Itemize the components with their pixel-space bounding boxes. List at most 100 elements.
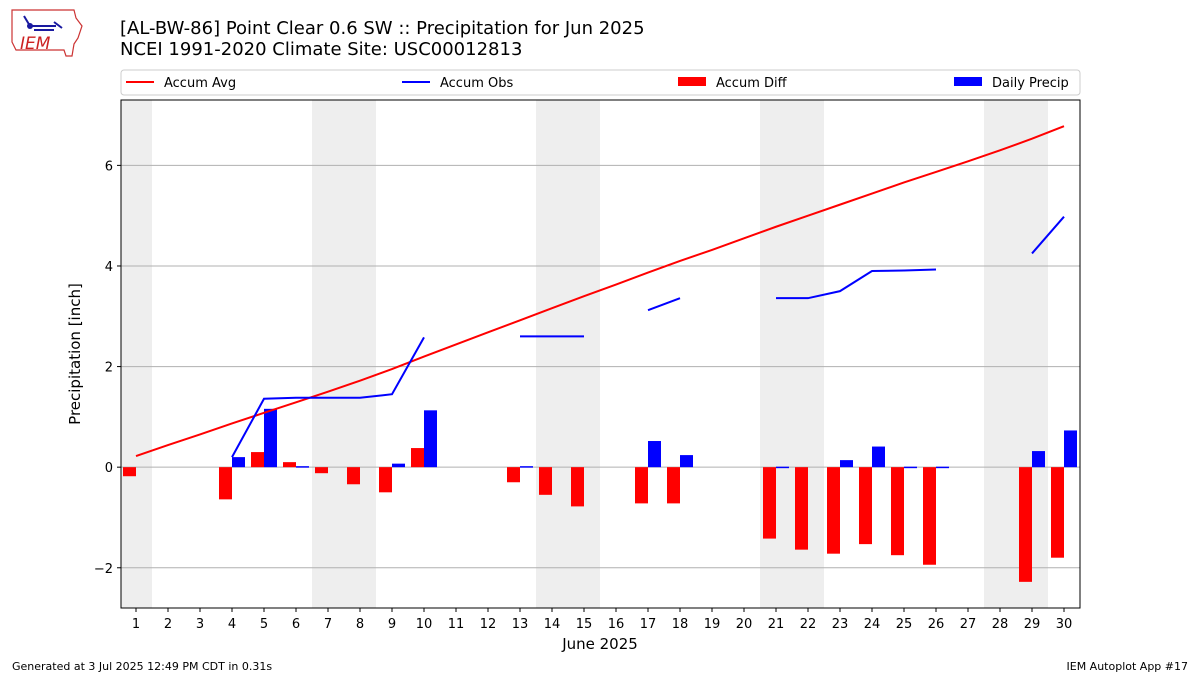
accum-diff-bar — [379, 467, 392, 493]
x-tick-label: 12 — [480, 617, 497, 632]
accum-diff-bar — [507, 467, 520, 483]
x-tick-label: 6 — [292, 617, 300, 632]
accum-diff-bar — [123, 467, 136, 477]
accum-obs-line — [647, 297, 681, 312]
accum-diff-bar — [219, 467, 232, 500]
accum-diff-bar — [1019, 467, 1032, 582]
plot-frame — [120, 99, 1081, 609]
daily-precip-bar — [840, 460, 853, 468]
daily-precip-bar — [936, 466, 949, 469]
weekend-shade — [344, 100, 376, 608]
daily-precip-bar — [872, 446, 885, 468]
x-tick-label: 3 — [196, 617, 204, 632]
daily-precip-bar — [776, 466, 789, 469]
daily-precip-bar — [680, 455, 693, 468]
weather-station-icon — [23, 15, 63, 31]
legend-label: Accum Avg — [164, 76, 236, 91]
x-tick-label: 5 — [260, 617, 268, 632]
accum-diff-bar — [827, 467, 840, 554]
x-tick-label: 2 — [164, 617, 172, 632]
daily-precip-bar — [424, 410, 437, 468]
x-tick-label: 8 — [356, 617, 364, 632]
x-tick-label: 16 — [608, 617, 625, 632]
x-tick-label: 9 — [388, 617, 396, 632]
weekend-shade — [312, 100, 344, 608]
daily-precip-bar — [904, 466, 917, 469]
x-tick-label: 18 — [672, 617, 689, 632]
y-tick-label: −2 — [94, 562, 113, 577]
accum-diff-bar — [571, 467, 584, 507]
accum-diff-bar — [283, 462, 296, 468]
x-tick-label: 13 — [512, 617, 529, 632]
x-tick-label: 30 — [1056, 617, 1073, 632]
generated-timestamp: Generated at 3 Jul 2025 12:49 PM CDT in … — [12, 660, 273, 673]
y-axis-label: Precipitation [inch] — [66, 283, 84, 425]
accum-diff-bar — [411, 448, 424, 468]
accum-diff-bar — [859, 467, 872, 545]
y-tick-label: 2 — [105, 361, 113, 376]
y-tick-label: 6 — [105, 159, 113, 174]
weekend-shade — [984, 100, 1016, 608]
title-line-2: NCEI 1991-2020 Climate Site: USC00012813 — [120, 39, 523, 60]
x-tick-label: 25 — [896, 617, 913, 632]
accum-diff-bar — [923, 467, 936, 565]
x-tick-label: 29 — [1024, 617, 1041, 632]
x-tick-label: 23 — [832, 617, 849, 632]
accum-diff-bar — [763, 467, 776, 539]
accum-diff-bar — [891, 467, 904, 556]
weekend-shade — [121, 100, 152, 608]
legend-swatch — [954, 77, 982, 86]
x-tick-label: 21 — [768, 617, 785, 632]
x-tick-label: 7 — [324, 617, 332, 632]
station-dot — [27, 23, 33, 29]
accum-avg-line — [135, 125, 1065, 458]
legend-box — [120, 69, 1081, 96]
y-tick-label: 4 — [105, 260, 113, 275]
daily-precip-bar — [264, 408, 277, 468]
accum-diff-bar — [539, 467, 552, 495]
daily-precip-bar — [232, 457, 245, 468]
daily-precip-bar — [520, 466, 533, 468]
x-tick-label: 11 — [448, 617, 465, 632]
iem-logo: IEM — [11, 9, 83, 57]
daily-precip-bar — [1064, 430, 1077, 468]
title-line-1: [AL-BW-86] Point Clear 0.6 SW :: Precipi… — [120, 18, 645, 39]
accum-diff-bar — [635, 467, 648, 504]
legend-swatch — [678, 77, 706, 86]
chart-title: [AL-BW-86] Point Clear 0.6 SW :: Precipi… — [120, 18, 645, 60]
accum-diff-bar — [1051, 467, 1064, 558]
x-axis-label: June 2025 — [561, 635, 638, 653]
legend-label: Accum Obs — [440, 76, 513, 91]
x-tick-label: 15 — [576, 617, 593, 632]
accum-diff-bar — [667, 467, 680, 504]
y-tick-label: 0 — [105, 461, 113, 476]
x-tick-label: 27 — [960, 617, 977, 632]
daily-precip-bar — [392, 463, 405, 468]
logo-text: IEM — [20, 34, 51, 54]
x-tick-label: 22 — [800, 617, 817, 632]
accum-diff-bar — [795, 467, 808, 550]
x-tick-label: 10 — [416, 617, 433, 632]
accum-obs-line — [231, 336, 425, 458]
accum-obs-line — [776, 268, 937, 300]
accum-diff-bar — [347, 467, 360, 485]
x-tick-label: 14 — [544, 617, 561, 632]
daily-precip-bar — [648, 441, 661, 468]
x-tick-label: 19 — [704, 617, 721, 632]
weekend-shade — [568, 100, 600, 608]
daily-precip-bar — [1032, 451, 1045, 468]
iowa-outline-icon — [11, 9, 83, 57]
daily-precip-bar — [296, 466, 309, 468]
x-tick-label: 28 — [992, 617, 1009, 632]
legend-label: Daily Precip — [992, 76, 1069, 91]
accum-diff-bar — [315, 467, 328, 474]
app-label: IEM Autoplot App #17 — [1066, 660, 1189, 673]
x-tick-label: 26 — [928, 617, 945, 632]
accum-diff-bar — [251, 452, 264, 468]
legend-label: Accum Diff — [716, 76, 788, 91]
x-tick-label: 1 — [132, 617, 140, 632]
x-tick-label: 24 — [864, 617, 881, 632]
accum-obs-line — [1031, 216, 1065, 255]
x-tick-label: 20 — [736, 617, 753, 632]
